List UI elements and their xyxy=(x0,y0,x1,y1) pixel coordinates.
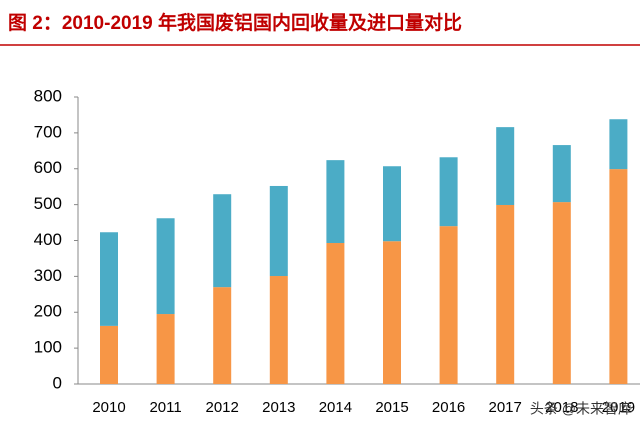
y-tick-label: 100 xyxy=(34,338,62,357)
bar-segment xyxy=(609,169,628,384)
bar-segment xyxy=(213,287,232,384)
bar-segment xyxy=(100,232,118,326)
x-tick-label: 2018 xyxy=(545,399,578,416)
bar-segment xyxy=(439,226,458,384)
y-tick-label: 200 xyxy=(34,302,62,321)
y-tick-label: 800 xyxy=(34,86,62,105)
x-tick-label: 2017 xyxy=(489,399,522,416)
bar-segment xyxy=(269,185,288,277)
x-tick-label: 2015 xyxy=(375,399,408,416)
bar-segment xyxy=(496,127,515,205)
bar-segment xyxy=(439,157,458,227)
bar-segment xyxy=(383,241,401,384)
bar-segment xyxy=(213,194,232,288)
y-tick-label: 300 xyxy=(34,266,62,285)
y-tick-label: 0 xyxy=(53,373,62,392)
bar-segment xyxy=(326,243,345,384)
bar-segment xyxy=(100,325,118,384)
bar-segment xyxy=(156,314,175,384)
y-tick-label: 700 xyxy=(34,122,62,141)
x-tick-label: 2016 xyxy=(432,399,465,416)
bar-segment xyxy=(552,145,571,203)
x-tick-label: 2014 xyxy=(319,399,352,416)
bar-segment xyxy=(326,160,345,244)
bar-segment xyxy=(269,276,288,384)
x-tick-label: 2012 xyxy=(206,399,239,416)
bar-segment xyxy=(552,202,571,384)
bar-segment xyxy=(496,204,515,384)
x-tick-label: 2013 xyxy=(262,399,295,416)
bar-segment xyxy=(609,119,628,170)
y-tick-label: 600 xyxy=(34,158,62,177)
x-tick-label: 2010 xyxy=(92,399,125,416)
bar-segment xyxy=(156,218,175,315)
x-tick-label: 2011 xyxy=(149,399,181,416)
bar-segment xyxy=(383,166,401,242)
watermark: 头条 @未来智库 xyxy=(530,401,632,417)
y-tick-label: 500 xyxy=(34,194,62,213)
chart-title: 图 2：2010-2019 年我国废铝国内回收量及进口量对比 xyxy=(8,11,462,34)
y-tick-label: 400 xyxy=(34,230,62,249)
x-tick-label: 2019 xyxy=(602,399,635,416)
